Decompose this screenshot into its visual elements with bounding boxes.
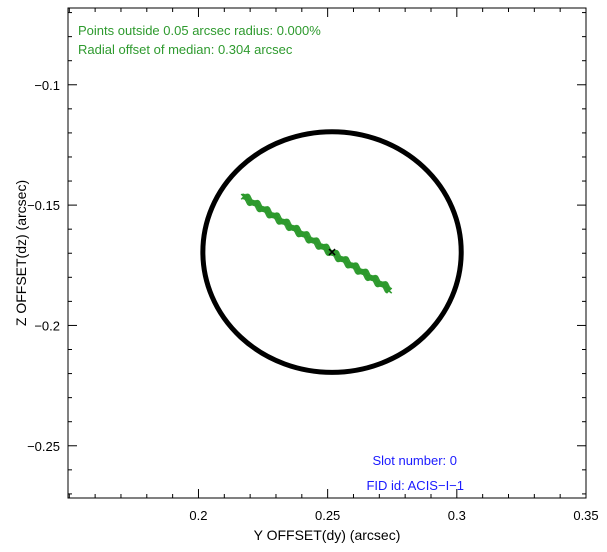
outside-radius-annotation: Points outside 0.05 arcsec radius: 0.000… xyxy=(78,23,321,38)
fid-id-annotation: FID id: ACIS−I−1 xyxy=(366,478,464,493)
axis-ticks xyxy=(68,8,587,498)
x-tick-label: 0.35 xyxy=(573,508,598,523)
x-tick-labels: 0.2 0.25 0.3 0.35 xyxy=(189,508,598,523)
x-axis-label: Y OFFSET(dy) (arcsec) xyxy=(254,527,401,543)
y-tick-label: −0.25 xyxy=(27,439,60,454)
median-point xyxy=(328,248,336,256)
plot-marks xyxy=(200,129,464,375)
y-axis-label: Z OFFSET(dz) (arcsec) xyxy=(13,180,29,326)
y-tick-labels: −0.1 −0.15 −0.2 −0.25 xyxy=(27,78,60,454)
x-tick-label: 0.3 xyxy=(448,508,466,523)
data-point xyxy=(386,287,393,294)
median-offset-annotation: Radial offset of median: 0.304 arcsec xyxy=(78,42,293,57)
y-tick-label: −0.15 xyxy=(27,198,60,213)
x-tick-label: 0.25 xyxy=(315,508,340,523)
series-points xyxy=(240,193,393,294)
radius-circle xyxy=(200,129,464,375)
x-tick-label: 0.2 xyxy=(189,508,207,523)
y-tick-label: −0.2 xyxy=(34,318,60,333)
y-tick-label: −0.1 xyxy=(34,78,60,93)
slot-number-annotation: Slot number: 0 xyxy=(372,453,457,468)
